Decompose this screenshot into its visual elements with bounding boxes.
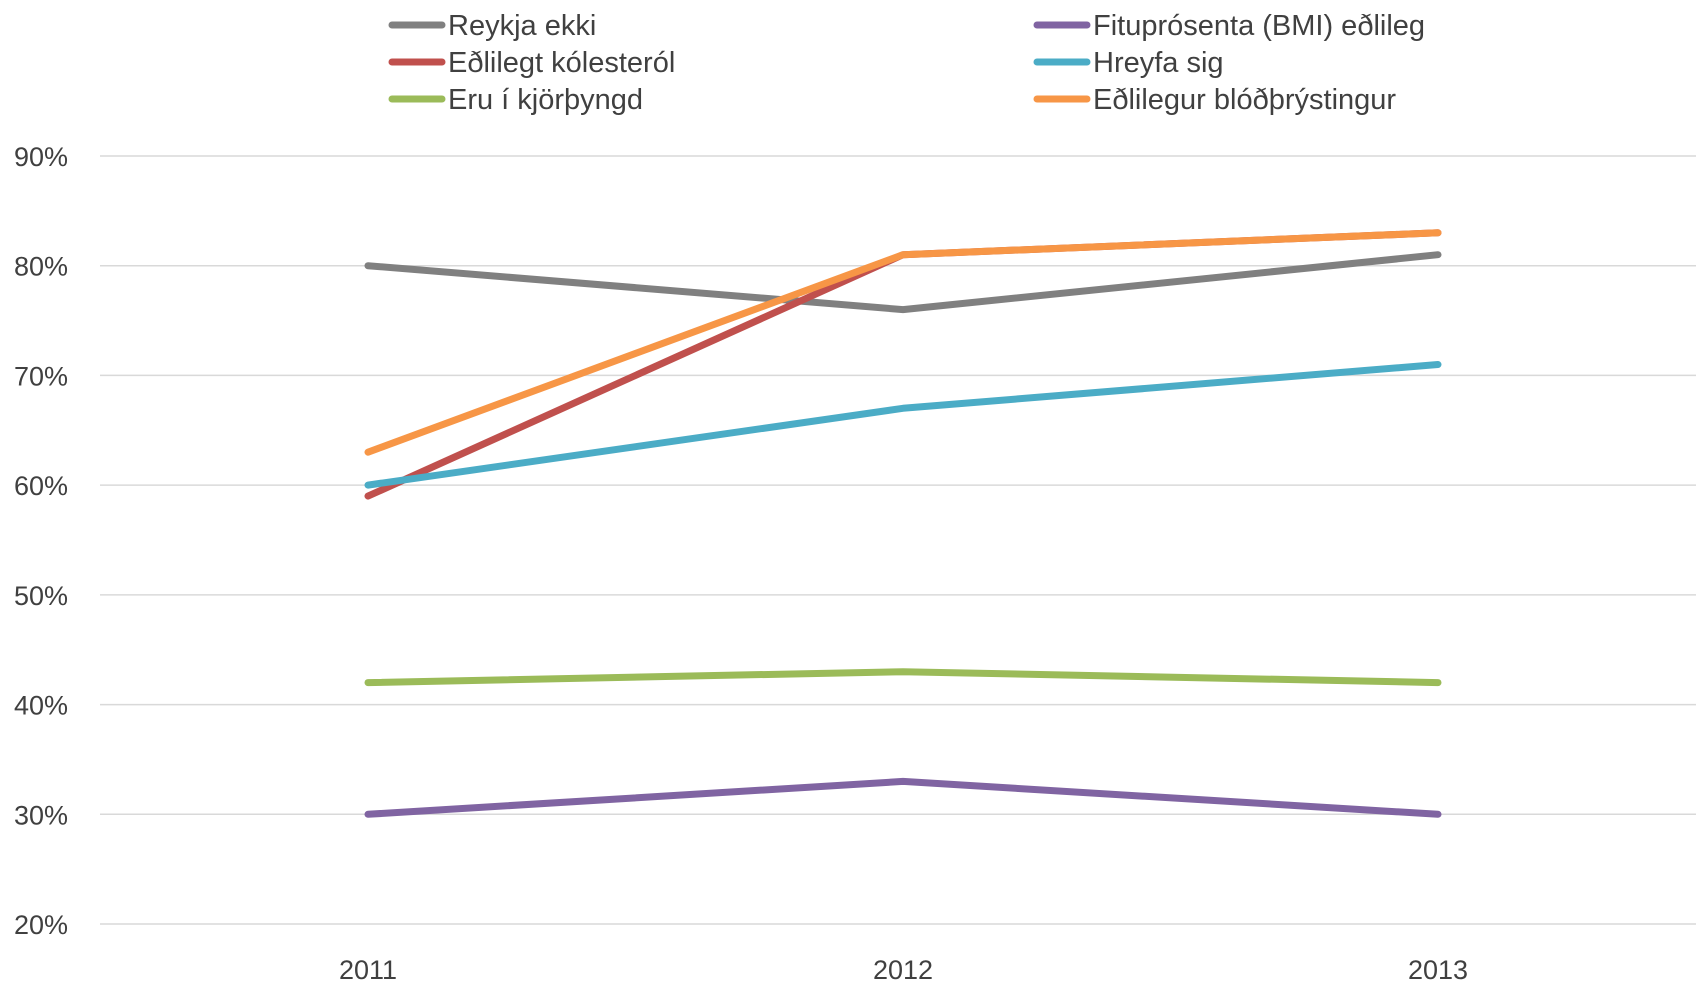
- y-tick-label: 40%: [14, 691, 68, 721]
- y-tick-label: 30%: [14, 800, 68, 830]
- y-tick-label: 70%: [14, 361, 68, 391]
- gridlines: [100, 155, 1696, 925]
- y-tick-label: 80%: [14, 252, 68, 282]
- legend-label: Fituprósenta (BMI) eðlileg: [1093, 10, 1425, 42]
- x-tick-label: 2013: [1408, 955, 1468, 983]
- legend-label: Eðlilegur blóðþrýstingur: [1093, 84, 1396, 116]
- legend: Reykja ekki Eðlilegt kólesteról Eru í kjör…: [388, 10, 1425, 116]
- x-tick-label: 2011: [339, 955, 397, 983]
- y-tick-label: 50%: [14, 581, 68, 611]
- series-line-3: [364, 668, 1442, 687]
- series-line-5: [364, 361, 1442, 489]
- legend-label: Reykja ekki: [448, 10, 596, 42]
- y-tick-label: 60%: [14, 471, 68, 501]
- series-line-1: [364, 251, 1442, 314]
- legend-label: Eðlilegt kólesteról: [448, 47, 675, 79]
- series-lines: [364, 229, 1442, 818]
- x-tick-label: 2012: [873, 955, 933, 983]
- legend-label: Hreyfa sig: [1093, 47, 1224, 79]
- y-tick-label: 90%: [14, 142, 68, 172]
- x-axis-ticks: 2011 2012 2013: [339, 955, 1468, 983]
- y-tick-label: 20%: [14, 910, 68, 940]
- series-line-6: [364, 229, 1442, 456]
- legend-label: Eru í kjörþyngd: [448, 84, 643, 116]
- series-line-4: [364, 777, 1442, 818]
- y-axis-ticks: 20% 30% 40% 50% 60% 70% 80% 90%: [14, 142, 68, 940]
